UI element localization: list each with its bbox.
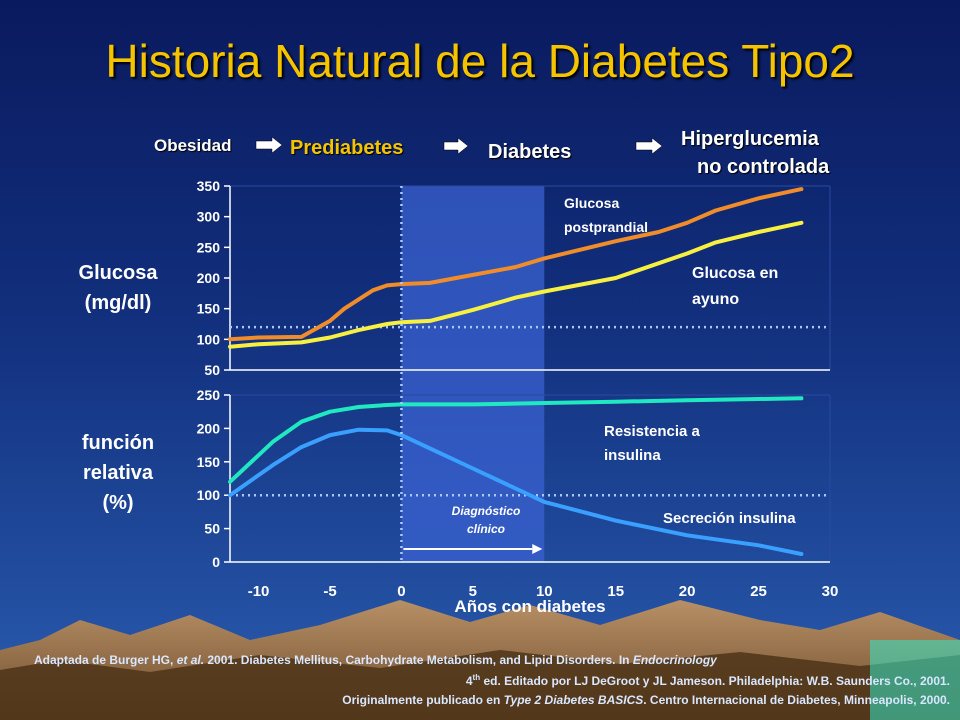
x-tick-label: 10 (536, 583, 553, 600)
glucose-y-tick-label: 100 (197, 331, 221, 347)
footer-line-1: Adaptada de Burger HG, et al. 2001. Diab… (34, 653, 717, 667)
panel1-ylabel-line: (mg/dl) (84, 292, 152, 314)
glucose-y-tick-label: 50 (204, 362, 220, 378)
function-y-tick-label: 250 (197, 387, 221, 403)
stage-obesidad: Obesidad (154, 136, 232, 155)
stage-prediabetes: Prediabetes (290, 137, 404, 159)
x-tick-label: 5 (469, 583, 477, 600)
x-tick-label: -10 (248, 583, 270, 600)
x-tick-label: 30 (822, 583, 839, 600)
glucose-y-tick-label: 150 (197, 301, 221, 317)
x-axis-label: Años con diabetes (454, 597, 605, 616)
x-tick-label: 15 (607, 583, 624, 600)
footer-text: Endocrinology (632, 653, 717, 667)
diagnosis-label: Diagnóstico (452, 504, 521, 518)
footer-text: Originalmente publicado en (342, 693, 504, 707)
stage-no-controlada: no controlada (697, 156, 830, 178)
footer-text: . Centro Internacional de Diabetes, Minn… (643, 693, 950, 707)
series-label-postprandial: Glucosa (564, 195, 619, 211)
footer-text: ed. Editado por LJ DeGroot y JL Jameson.… (480, 674, 950, 688)
panel1-ylabel-line: Glucosa (78, 262, 158, 284)
series-label-ayuno: ayuno (692, 291, 739, 308)
arrow-right-icon (443, 137, 469, 155)
diagnosis-zone (401, 186, 545, 562)
footer-text: 4 (465, 674, 473, 688)
panel2-ylabel: función relativa (%) (58, 428, 178, 518)
x-tick-label: 20 (679, 583, 696, 600)
stage-hiperglucemia: Hiperglucemia (681, 128, 819, 150)
arrow-right-icon (635, 137, 663, 155)
x-tick-label: 0 (397, 583, 405, 600)
series-line-glucose-0 (228, 187, 804, 342)
panel2-ylabel-line: relativa (82, 462, 154, 484)
panel2-ylabel-line: función (81, 432, 155, 454)
series-line-function-1 (228, 427, 804, 556)
function-y-tick-label: 100 (197, 487, 221, 503)
footer-text: 2001. Diabetes Mellitus, Carbohydrate Me… (204, 653, 633, 667)
arrow-right-icon (532, 544, 543, 554)
function-y-tick-label: 0 (212, 554, 220, 570)
glucose-y-tick-label: 300 (197, 209, 221, 225)
footer-text: Adaptada de Burger HG, (34, 653, 177, 667)
function-y-tick-label: 50 (204, 521, 220, 537)
stage-diabetes: Diabetes (488, 141, 572, 163)
stage-arrows (255, 136, 663, 155)
series-line-function-0 (228, 396, 804, 484)
series-line-glucose-1 (228, 220, 804, 349)
panel1-ylabel: Glucosa (mg/dl) (58, 258, 178, 318)
function-y-tick-label: 150 (197, 454, 221, 470)
panel2-ylabel-line: (%) (102, 492, 134, 514)
arrow-right-icon (255, 136, 283, 154)
footer-line-3: Originalmente publicado en Type 2 Diabet… (0, 693, 950, 707)
glucose-y-tick-label: 350 (197, 178, 221, 194)
x-tick-label: 25 (750, 583, 767, 600)
diagnosis-label: clínico (467, 522, 505, 536)
footer-line-2: 4th ed. Editado por LJ DeGroot y JL Jame… (0, 673, 950, 688)
x-tick-label: -5 (323, 583, 336, 600)
footer-text: et al. (176, 653, 205, 667)
series-label-resistencia: Resistencia a (604, 423, 701, 440)
glucose-y-tick-label: 250 (197, 239, 221, 255)
footer-text: Type 2 Diabetes BASICS (503, 693, 644, 707)
series-label-ayuno: Glucosa en (692, 265, 778, 282)
series-label-postprandial: postprandial (564, 219, 648, 235)
series-label-secrecion: Secreción insulina (663, 510, 796, 527)
glucose-y-tick-label: 200 (197, 270, 221, 286)
footer-text: th (472, 673, 481, 682)
series-label-resistencia: insulina (604, 447, 661, 464)
page-title: Historia Natural de la Diabetes Tipo2 (105, 35, 855, 87)
function-y-tick-label: 200 (197, 420, 221, 436)
